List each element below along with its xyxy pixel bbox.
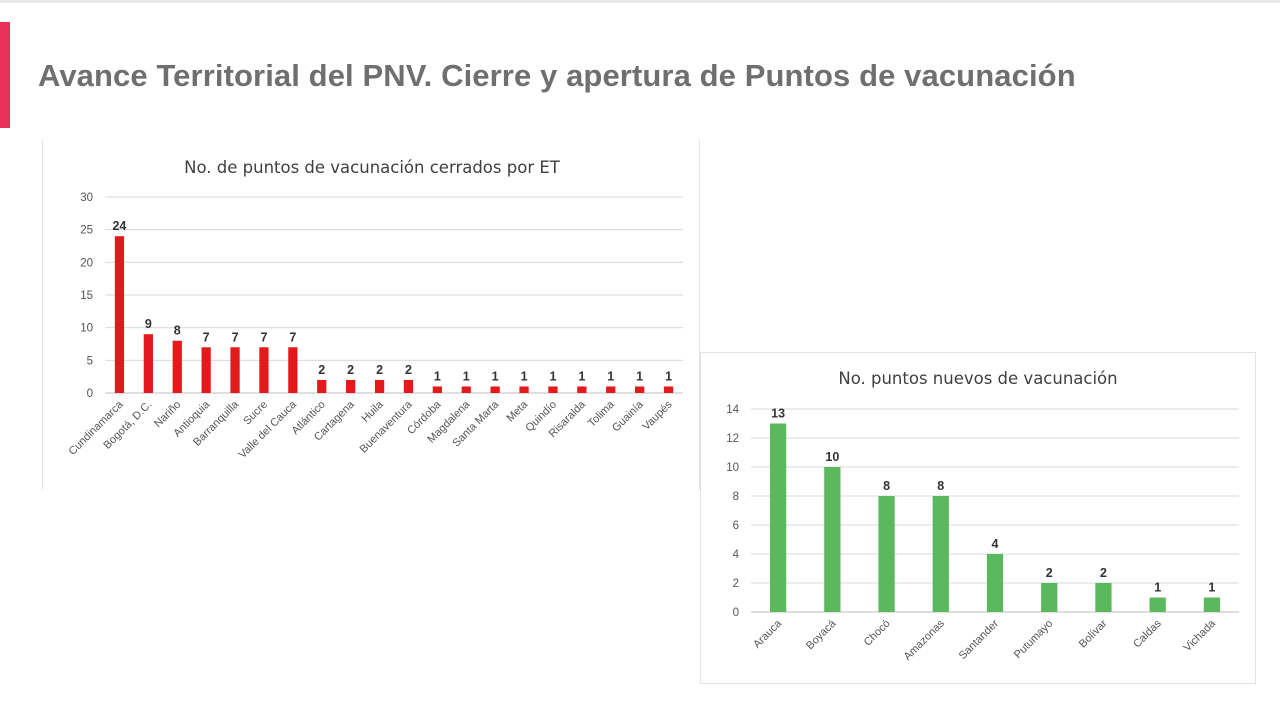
new-data-label: 8 <box>937 479 944 493</box>
closed-bar <box>172 340 182 393</box>
new-data-label: 1 <box>1154 581 1161 595</box>
new-bar <box>932 496 949 612</box>
new-y-tick-label: 10 <box>726 462 739 474</box>
new-bar <box>878 496 895 612</box>
closed-points-chart-panel: No. de puntos de vacunación cerrados por… <box>42 140 700 490</box>
new-bar <box>1149 597 1166 612</box>
closed-y-tick-label: 15 <box>80 290 93 302</box>
closed-data-label: 2 <box>376 363 383 377</box>
closed-y-tick-label: 20 <box>80 257 93 269</box>
closed-category-label: Meta <box>504 398 530 424</box>
closed-y-tick-label: 10 <box>80 323 93 335</box>
new-data-label: 2 <box>1046 566 1053 580</box>
new-data-label: 2 <box>1100 566 1107 580</box>
closed-data-label: 1 <box>636 369 643 383</box>
top-rule <box>0 0 1280 3</box>
new-data-label: 4 <box>992 537 999 551</box>
closed-points-chart: No. de puntos de vacunación cerrados por… <box>66 158 683 461</box>
closed-data-label: 1 <box>463 369 470 383</box>
new-category-label: Vichada <box>1182 617 1219 654</box>
new-points-chart-panel: No. puntos nuevos de vacunación 0 2 4 6 8 10 12… <box>700 352 1256 684</box>
closed-bar <box>606 386 616 393</box>
closed-bar <box>519 386 529 393</box>
closed-bar <box>288 347 298 393</box>
closed-bar <box>346 379 356 393</box>
new-bar <box>1041 583 1058 612</box>
new-data-label: 13 <box>771 407 785 421</box>
closed-data-label: 2 <box>318 363 325 377</box>
new-category-label: Arauca <box>751 617 785 651</box>
new-y-tick-label: 8 <box>733 491 739 503</box>
closed-bar <box>317 379 327 393</box>
closed-y-tick-label: 5 <box>87 355 93 367</box>
closed-bar <box>663 386 674 393</box>
new-y-tick-label: 0 <box>733 607 739 619</box>
closed-data-label: 2 <box>405 363 412 377</box>
new-category-label: Bolívar <box>1077 617 1110 650</box>
new-bar <box>769 423 787 612</box>
closed-data-label: 1 <box>434 369 441 383</box>
closed-bar <box>577 386 587 393</box>
new-y-tick-label: 6 <box>733 520 739 532</box>
closed-category-label: Guainía <box>610 398 646 434</box>
closed-data-label: 1 <box>521 369 528 383</box>
closed-bar <box>490 386 500 393</box>
new-category-label: Boyacá <box>804 617 839 652</box>
closed-bar <box>143 334 153 393</box>
closed-data-label: 8 <box>174 324 181 338</box>
new-category-label: Santander <box>957 617 1002 662</box>
new-category-label: Caldas <box>1131 617 1164 650</box>
closed-y-tick-label: 30 <box>80 192 93 204</box>
accent-bar <box>0 22 10 128</box>
closed-data-label: 7 <box>260 330 267 344</box>
new-data-label: 1 <box>1208 581 1215 595</box>
closed-data-label: 2 <box>347 363 354 377</box>
closed-bar <box>432 386 442 393</box>
closed-data-label: 7 <box>203 330 210 344</box>
closed-bar <box>461 386 471 393</box>
closed-bar <box>548 386 558 393</box>
closed-data-label: 7 <box>289 330 296 344</box>
new-category-label: Chocó <box>862 618 893 649</box>
new-y-tick-label: 2 <box>733 578 739 590</box>
new-data-label: 10 <box>825 450 839 464</box>
new-y-tick-label: 12 <box>726 433 739 445</box>
closed-category-label: Vaupés <box>640 398 675 433</box>
closed-category-label: Huila <box>359 398 386 425</box>
closed-y-tick-label: 0 <box>87 388 93 400</box>
new-bar <box>986 554 1004 612</box>
closed-data-label: 9 <box>145 317 152 331</box>
closed-bar <box>230 347 240 393</box>
closed-bar <box>374 379 385 393</box>
new-bar <box>824 467 841 612</box>
new-bar <box>1203 597 1221 612</box>
new-category-label: Putumayo <box>1012 618 1056 662</box>
closed-data-label: 1 <box>578 369 585 383</box>
closed-bar <box>635 386 645 393</box>
closed-data-label: 7 <box>232 330 239 344</box>
new-data-label: 8 <box>883 479 890 493</box>
closed-data-label: 1 <box>607 369 614 383</box>
closed-bar <box>114 236 125 393</box>
new-category-label: Amazonas <box>902 617 948 663</box>
closed-bar <box>259 347 269 393</box>
closed-y-tick-label: 25 <box>80 225 93 237</box>
closed-chart-title: No. de puntos de vacunación cerrados por… <box>184 158 561 177</box>
new-chart-title: No. puntos nuevos de vacunación <box>838 369 1117 388</box>
closed-data-label: 1 <box>665 369 672 383</box>
new-y-tick-label: 4 <box>733 549 740 561</box>
closed-bar <box>201 347 211 393</box>
new-points-chart: No. puntos nuevos de vacunación024681012… <box>726 369 1239 663</box>
closed-data-label: 24 <box>112 219 126 233</box>
closed-data-label: 1 <box>549 369 556 383</box>
new-y-tick-label: 14 <box>726 404 739 416</box>
closed-bar <box>403 379 414 393</box>
new-bar <box>1095 583 1112 612</box>
closed-data-label: 1 <box>492 369 499 383</box>
slide-title: Avance Territorial del PNV. Cierre y ape… <box>38 58 1076 93</box>
